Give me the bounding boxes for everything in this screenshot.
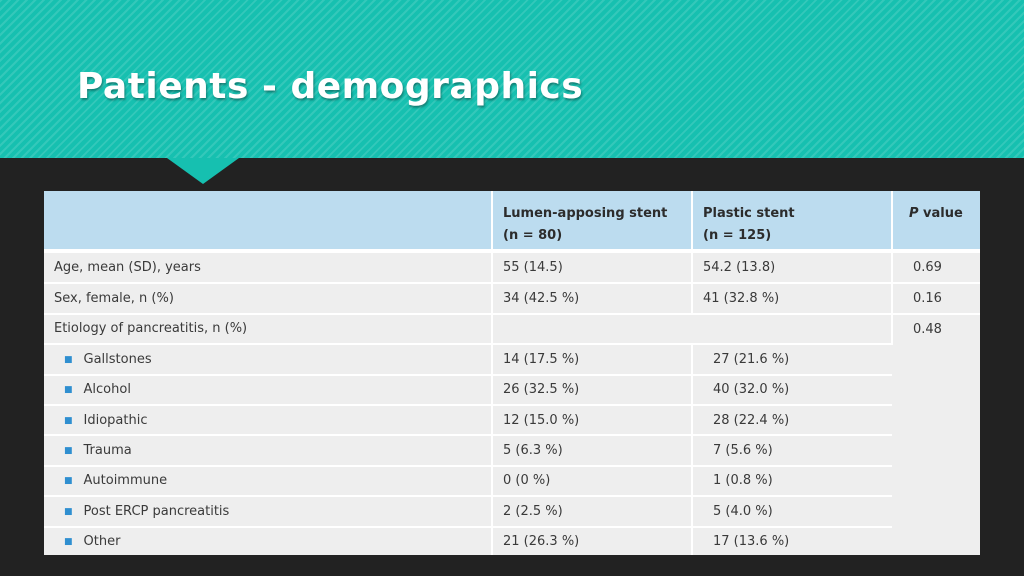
bullet-icon: ■: [64, 506, 73, 517]
subrow-lams-value: 5 (6.3 %): [492, 435, 693, 467]
subrow-lams-value: 14 (17.5 %): [492, 344, 693, 376]
table-subrow: ■ Post ERCP pancreatitis 2 (2.5 %) 5 (4.0…: [44, 496, 980, 528]
subrow-label-cell: ■ Gallstones: [44, 344, 493, 376]
subrow-label: Idiopathic: [83, 412, 148, 428]
subrow-label: Other: [83, 534, 121, 550]
title-banner-notch: [167, 158, 239, 184]
header-plastic-label: Plastic stent: [703, 206, 795, 221]
row-label: Sex, female, n (%): [44, 283, 493, 315]
title-banner: [0, 0, 1024, 158]
subrow-label: Alcohol: [83, 382, 131, 398]
bullet-icon: ■: [64, 385, 73, 396]
row-label: Etiology of pancreatitis, n (%): [44, 313, 493, 346]
subrow-plastic-value: 27 (21.6 %): [692, 344, 892, 376]
subrow-plastic-value: 17 (13.6 %): [692, 526, 892, 555]
subrow-plastic-value: 1 (0.8 %): [692, 465, 892, 498]
bullet-icon: ■: [64, 537, 73, 548]
subrow-lams-value: 0 (0 %): [492, 465, 693, 498]
bullet-icon: ■: [64, 476, 73, 487]
header-plastic-n: (n = 125): [703, 228, 772, 243]
header-p-value: P value: [892, 191, 980, 249]
subrow-label: Post ERCP pancreatitis: [83, 503, 230, 519]
header-p-value-word: value: [918, 206, 963, 221]
row-label: Age, mean (SD), years: [44, 253, 493, 285]
subrow-plastic-value: 28 (22.4 %): [692, 404, 892, 437]
subrow-label: Autoimmune: [83, 473, 168, 489]
table-row: Age, mean (SD), years 55 (14.5) 54.2 (13…: [44, 253, 980, 285]
table-header-row: Lumen-apposing stent (n = 80) Plastic st…: [44, 191, 980, 249]
row-lams-value: 34 (42.5 %): [492, 283, 693, 315]
header-spacer: [44, 249, 980, 253]
row-lams-value: 55 (14.5): [492, 253, 693, 285]
table-subrow: ■ Autoimmune 0 (0 %) 1 (0.8 %): [44, 465, 980, 498]
row-empty-span: [492, 313, 893, 346]
subrow-label: Gallstones: [83, 351, 152, 367]
header-lams-n: (n = 80): [503, 228, 563, 243]
bullet-icon: ■: [64, 415, 73, 426]
table-row: Sex, female, n (%) 34 (42.5 %) 41 (32.8 …: [44, 283, 980, 315]
subrow-label-cell: ■ Autoimmune: [44, 465, 493, 498]
bullet-icon: ■: [64, 354, 73, 365]
table-subrow: ■ Trauma 5 (6.3 %) 7 (5.6 %): [44, 435, 980, 467]
row-p-value-etiology: 0.48: [913, 321, 942, 337]
row-plastic-value: 54.2 (13.8): [692, 253, 893, 285]
table-subrow: ■ Idiopathic 12 (15.0 %) 28 (22.4 %): [44, 404, 980, 437]
demographics-table: Lumen-apposing stent (n = 80) Plastic st…: [44, 191, 980, 555]
demographics-table-container: Lumen-apposing stent (n = 80) Plastic st…: [44, 191, 980, 555]
subrow-label: Trauma: [83, 443, 132, 459]
slide-title: Patients - demographics: [77, 66, 584, 107]
subrow-label-cell: ■ Other: [44, 526, 493, 555]
subrow-label-cell: ■ Post ERCP pancreatitis: [44, 496, 493, 528]
subrow-plastic-value: 5 (4.0 %): [692, 496, 892, 528]
subrow-plastic-value: 7 (5.6 %): [692, 435, 892, 467]
table-subrow: ■ Other 21 (26.3 %) 17 (13.6 %): [44, 526, 980, 555]
subrow-label-cell: ■ Idiopathic: [44, 404, 493, 437]
subrow-plastic-value: 40 (32.0 %): [692, 374, 892, 406]
table-subrow: ■ Gallstones 14 (17.5 %) 27 (21.6 %): [44, 344, 980, 376]
subrow-label-cell: ■ Alcohol: [44, 374, 493, 406]
subrow-lams-value: 26 (32.5 %): [492, 374, 693, 406]
bullet-icon: ■: [64, 446, 73, 457]
subrow-lams-value: 21 (26.3 %): [492, 526, 693, 555]
table-subrow: ■ Alcohol 26 (32.5 %) 40 (32.0 %): [44, 374, 980, 406]
subrow-lams-value: 12 (15.0 %): [492, 404, 693, 437]
row-p-value: 0.16: [892, 283, 980, 315]
header-p-letter: P: [909, 206, 919, 221]
table-row: Etiology of pancreatitis, n (%) 0.48: [44, 313, 980, 346]
row-p-value: 0.69: [892, 253, 980, 285]
subrow-lams-value: 2 (2.5 %): [492, 496, 693, 528]
header-lumen-apposing-stent: Lumen-apposing stent (n = 80): [492, 191, 693, 249]
header-lams-label: Lumen-apposing stent: [503, 206, 668, 221]
header-characteristic: [44, 191, 493, 249]
header-plastic-stent: Plastic stent (n = 125): [692, 191, 893, 249]
row-plastic-value: 41 (32.8 %): [692, 283, 893, 315]
subrow-label-cell: ■ Trauma: [44, 435, 493, 467]
